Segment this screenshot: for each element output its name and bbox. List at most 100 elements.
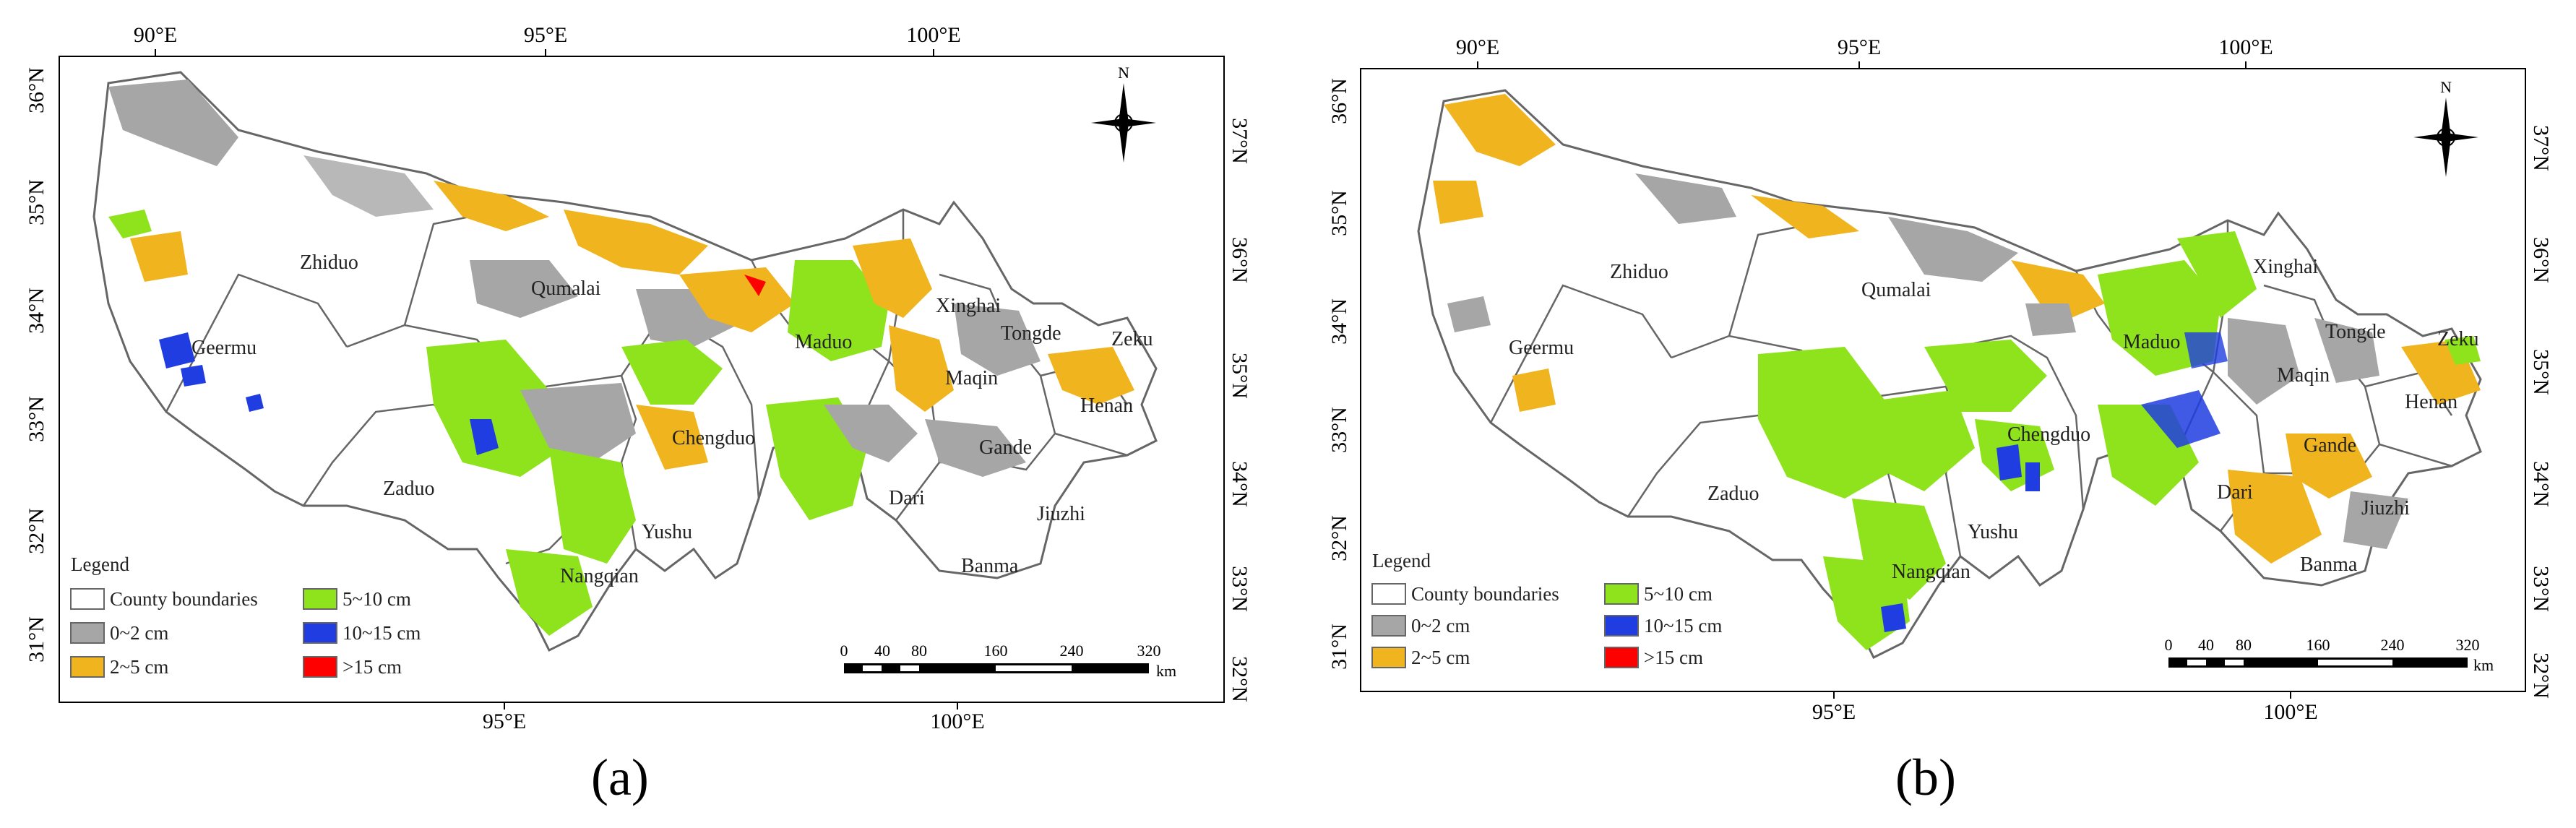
right-tick-label: 33°N	[1228, 566, 1252, 612]
left-tick-label: 33°N	[1327, 407, 1351, 453]
place-name: Tongde	[2325, 321, 2386, 343]
left-tick-label: 35°N	[1327, 190, 1351, 236]
scale-bar: 0 40 80 160 240 320 km	[840, 642, 1177, 680]
place-name: Dari	[2217, 481, 2253, 504]
legend-swatch	[303, 656, 337, 678]
place-name: Xinghai	[2253, 256, 2318, 278]
map-panel-a: 90°E 95°E 100°E 95°E 100°E 36°N 35°N 34°…	[25, 23, 1252, 806]
left-tick-label: 34°N	[25, 288, 48, 334]
right-tick-label: 34°N	[2529, 461, 2553, 507]
bottom-axis: 95°E 100°E	[1812, 691, 2318, 724]
place-name: Gande	[2304, 434, 2356, 457]
left-tick-label: 32°N	[25, 508, 48, 554]
top-axis: 90°E 95°E 100°E	[134, 23, 961, 56]
place-name: Tongde	[1001, 322, 1061, 345]
top-tick-label: 90°E	[134, 23, 177, 47]
place-names: Zhiduo Qumalai Xinghai Geermu Tongde Zek…	[1509, 256, 2479, 583]
right-tick-label: 35°N	[1228, 353, 1252, 399]
legend-title: Legend	[71, 553, 129, 575]
scale-label: 240	[1060, 642, 1084, 660]
right-tick-label: 32°N	[1228, 656, 1252, 702]
right-axis: 37°N 36°N 35°N 34°N 33°N 32°N	[1228, 118, 1252, 702]
freeze-depth-patches	[108, 79, 1134, 636]
legend-swatch	[303, 588, 337, 610]
legend-swatch	[1604, 583, 1639, 605]
legend-label: 10~15 cm	[343, 622, 421, 644]
right-tick-label: 35°N	[2529, 349, 2553, 395]
place-name: Xinghai	[936, 295, 1001, 317]
place-name: Maqin	[2277, 364, 2330, 387]
right-tick-label: 33°N	[2529, 566, 2553, 612]
north-label: N	[2440, 78, 2452, 96]
place-name: Banma	[961, 555, 1019, 577]
legend-label: 5~10 cm	[343, 588, 411, 610]
scale-unit: km	[2473, 656, 2494, 674]
legend-swatch	[1604, 615, 1639, 637]
left-tick-label: 36°N	[1327, 78, 1351, 124]
right-tick-label: 34°N	[1228, 461, 1252, 507]
left-axis: 36°N 35°N 34°N 33°N 32°N 31°N	[1327, 78, 1351, 670]
left-tick-label: 32°N	[1327, 515, 1351, 561]
place-name: Zaduo	[383, 478, 435, 500]
place-name: Jiuzhi	[1037, 503, 1085, 525]
right-tick-label: 36°N	[2529, 237, 2553, 283]
map-b-svg: 90°E 95°E 100°E 95°E 100°E 36°N 35°N 34°…	[1327, 35, 2553, 724]
place-name: Zaduo	[1707, 483, 1759, 505]
scale-unit: km	[1156, 662, 1176, 680]
top-axis: 90°E 95°E 100°E	[1456, 35, 2273, 69]
place-name: Gande	[979, 436, 1032, 459]
place-name: Dari	[889, 487, 925, 509]
place-name: Henan	[1080, 394, 1133, 417]
place-name: Maduo	[795, 331, 852, 353]
place-name: Nangqian	[1892, 561, 1970, 583]
right-tick-label: 36°N	[1228, 237, 1252, 283]
right-tick-label: 37°N	[2529, 125, 2553, 171]
right-tick-label: 37°N	[1228, 118, 1252, 164]
legend-swatch	[70, 588, 105, 610]
place-name: Yushu	[642, 521, 692, 543]
legend-swatch	[303, 622, 337, 644]
place-name: Maduo	[2123, 331, 2180, 353]
place-name: Nangqian	[560, 565, 639, 587]
left-tick-label: 33°N	[25, 396, 48, 442]
left-tick-label: 35°N	[25, 179, 48, 225]
legend-label: 2~5 cm	[110, 656, 168, 678]
scale-label: 40	[874, 642, 890, 660]
scale-label: 0	[840, 642, 848, 660]
left-tick-label: 34°N	[1327, 298, 1351, 345]
legend-swatch	[1371, 583, 1406, 605]
panel-caption: (a)	[591, 749, 649, 806]
legend-label: 5~10 cm	[1644, 583, 1713, 605]
scale-bar: 0 40 80 160 240 320 km	[2165, 636, 2494, 674]
scale-label: 160	[2306, 636, 2330, 654]
left-tick-label: 31°N	[25, 616, 48, 663]
place-name: Zeku	[1111, 328, 1153, 350]
legend-swatch	[70, 622, 105, 644]
top-tick-label: 100°E	[2218, 35, 2273, 59]
place-name: Chengduo	[672, 427, 755, 449]
map-panel-b: 90°E 95°E 100°E 95°E 100°E 36°N 35°N 34°…	[1288, 0, 2576, 828]
place-name: Chengduo	[2007, 423, 2090, 446]
top-tick-label: 90°E	[1456, 35, 1499, 59]
north-arrow-icon: N	[2413, 78, 2478, 177]
legend-label: 0~2 cm	[110, 622, 168, 644]
left-tick-label: 31°N	[1327, 624, 1351, 670]
legend-swatch	[1371, 615, 1406, 637]
place-name: Zeku	[2437, 328, 2479, 350]
place-name: Geermu	[191, 337, 257, 359]
north-label: N	[1118, 64, 1129, 82]
legend-swatch	[1371, 647, 1406, 668]
place-name: Jiuzhi	[2361, 497, 2410, 519]
left-tick-label: 36°N	[25, 67, 48, 113]
place-name: Henan	[2405, 391, 2457, 413]
place-name: Banma	[2300, 553, 2358, 576]
right-axis: 37°N 36°N 35°N 34°N 33°N 32°N	[2529, 125, 2553, 699]
place-names: Zhiduo Qumalai Geermu Maduo Xinghai Tong…	[191, 251, 1153, 587]
scale-label: 160	[984, 642, 1008, 660]
top-tick-label: 95°E	[524, 23, 567, 47]
top-tick-label: 100°E	[906, 23, 960, 47]
bottom-tick-label: 100°E	[2263, 700, 2317, 724]
legend: Legend County boundaries 5~10 cm 0~2 cm …	[1371, 550, 1722, 668]
north-arrow-icon: N	[1091, 64, 1156, 163]
map-a-svg: 90°E 95°E 100°E 95°E 100°E 36°N 35°N 34°…	[25, 23, 1252, 733]
